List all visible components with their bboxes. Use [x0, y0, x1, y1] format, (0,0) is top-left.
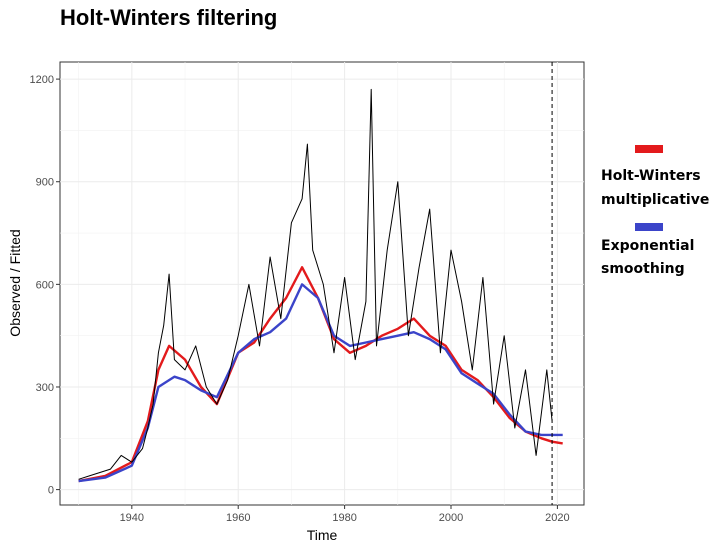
x-tick-label: 1960 [226, 512, 250, 524]
series-group [78, 88, 563, 483]
x-tick-label: 2020 [545, 512, 569, 524]
legend-label-holt-winters-line2: multiplicative [601, 192, 709, 208]
chart-title: Holt-Winters filtering [60, 5, 277, 30]
legend-label-exponential-line1: Exponential [601, 238, 694, 254]
x-tick-label: 1940 [120, 512, 144, 524]
x-tick-label: 1980 [332, 512, 356, 524]
y-tick-label: 1200 [30, 74, 54, 86]
y-axis-title: Observed / Fitted [7, 229, 23, 336]
y-tick-label: 0 [48, 485, 54, 497]
y-tick-label: 900 [36, 177, 54, 189]
series-line-exponential-smoothing [78, 283, 563, 483]
x-axis-title: Time [307, 527, 338, 543]
legend-label-exponential-line2: smoothing [601, 261, 685, 277]
y-tick-label: 600 [36, 279, 54, 291]
legend-swatch-holt-winters [635, 145, 663, 153]
y-axis: 0 300 600 900 1200 [30, 74, 60, 497]
series-line-observed [78, 88, 553, 480]
series-line-holt-winters-multiplicative [78, 266, 563, 483]
legend-swatch-exponential [635, 223, 663, 231]
legend: Holt-Winters multiplicative Exponential … [601, 145, 709, 277]
y-tick-label: 300 [36, 382, 54, 394]
x-axis: 1940 1960 1980 2000 2020 [120, 505, 570, 524]
legend-label-holt-winters-line1: Holt-Winters [601, 168, 701, 184]
grid-minor [60, 62, 584, 505]
x-tick-label: 2000 [439, 512, 463, 524]
